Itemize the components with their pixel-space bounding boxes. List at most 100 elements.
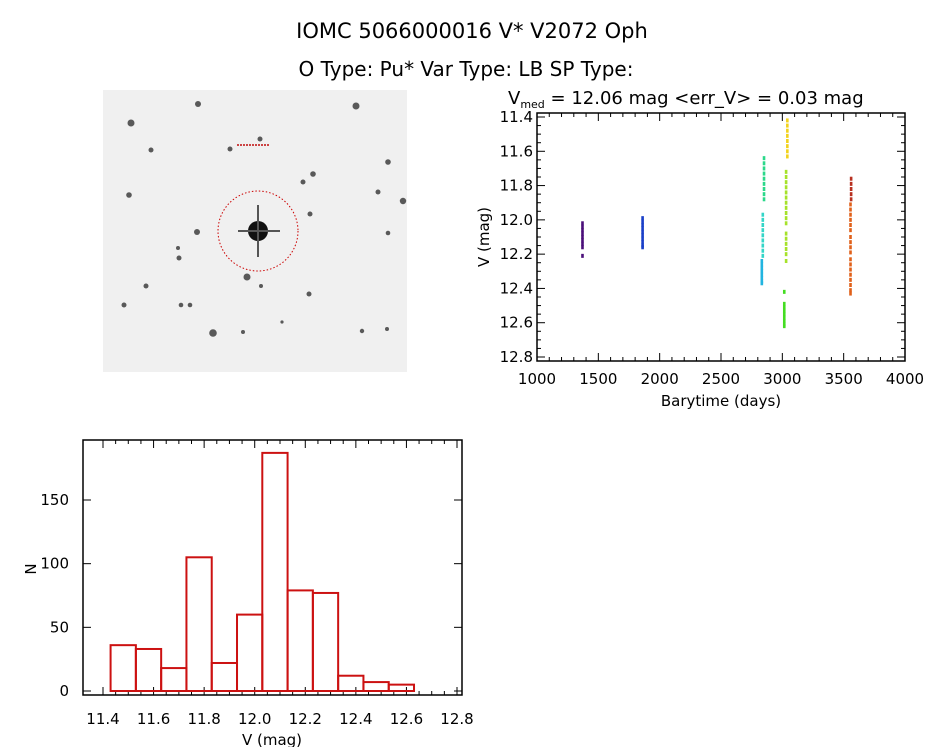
light-curve-ylabel: V (mag) <box>475 207 493 267</box>
x-tick-label: 2500 <box>702 370 740 388</box>
star <box>127 119 135 127</box>
data-point <box>849 207 852 212</box>
aperture-circle <box>217 190 299 272</box>
star <box>280 320 284 324</box>
y-tick-label: 12.0 <box>500 211 533 229</box>
data-point <box>761 243 765 248</box>
data-point <box>786 139 789 143</box>
data-point <box>581 245 584 250</box>
y-tick-label: 150 <box>40 491 69 509</box>
data-point <box>761 238 765 243</box>
histogram-bar <box>134 647 163 692</box>
histogram-ylabel: N <box>22 563 40 574</box>
data-point <box>849 235 852 239</box>
data-point <box>761 228 765 233</box>
x-tick-label: 3000 <box>763 370 801 388</box>
data-point <box>761 253 765 258</box>
star <box>385 159 391 165</box>
x-tick-label: 1000 <box>518 370 556 388</box>
data-point <box>581 253 584 258</box>
data-point <box>784 195 788 200</box>
data-point <box>641 216 644 221</box>
data-point <box>760 262 764 267</box>
data-point <box>784 175 788 179</box>
y-tick-label: 100 <box>40 555 69 573</box>
data-point <box>761 233 765 238</box>
data-point <box>784 216 788 221</box>
histogram-bar <box>362 681 390 693</box>
x-tick-label: 12.8 <box>440 710 473 728</box>
data-point <box>849 192 853 197</box>
star <box>241 330 245 334</box>
data-point <box>784 252 788 257</box>
star <box>359 328 365 334</box>
data-point <box>849 262 852 267</box>
data-point <box>761 212 765 217</box>
y-tick-label: 11.6 <box>500 142 533 160</box>
data-point <box>786 154 789 159</box>
data-point <box>760 259 764 263</box>
star <box>209 329 217 337</box>
star <box>399 197 407 205</box>
data-point <box>641 233 644 238</box>
data-point <box>849 245 852 250</box>
star <box>352 102 360 110</box>
data-point <box>581 235 584 239</box>
star <box>121 302 127 308</box>
data-point <box>849 197 853 202</box>
data-point <box>786 144 789 149</box>
data-point <box>849 223 852 227</box>
data-point <box>581 231 584 236</box>
star <box>310 171 316 177</box>
data-point <box>849 257 852 262</box>
data-point <box>784 200 788 205</box>
y-tick-label: 12.4 <box>500 279 533 297</box>
data-point <box>641 245 644 250</box>
histogram-xlabel: V (mag) <box>242 731 302 747</box>
data-point <box>760 272 764 277</box>
data-point <box>581 224 584 229</box>
data-point <box>784 185 788 190</box>
x-tick-label: 2000 <box>641 370 679 388</box>
data-point <box>782 305 786 310</box>
star <box>306 291 312 297</box>
star <box>126 192 132 198</box>
data-point <box>762 197 766 202</box>
y-tick-label: 12.8 <box>500 348 533 366</box>
star <box>178 302 184 308</box>
histogram-bar <box>337 674 365 692</box>
data-point <box>762 166 766 171</box>
data-point <box>760 269 764 274</box>
light-curve-xlabel: Barytime (days) <box>661 392 781 410</box>
data-point <box>762 181 766 186</box>
light-curve-plot: Vmed = 12.06 mag <err_V> = 0.03 mag Bary… <box>475 88 924 410</box>
star <box>227 146 233 152</box>
data-point <box>784 190 788 195</box>
y-tick-label: 50 <box>50 618 69 636</box>
star <box>187 302 193 308</box>
plot-frame <box>82 439 463 696</box>
data-point <box>849 291 852 296</box>
data-point <box>849 228 852 233</box>
data-point <box>784 231 788 236</box>
y-tick-label: 12.6 <box>500 314 533 332</box>
data-point <box>784 247 788 251</box>
data-point <box>581 238 584 243</box>
data-point <box>762 161 766 166</box>
histogram-plot: V (mag) N 11.4 11.6 11.8 12.0 12.2 12.4 12.6 12… <box>22 439 474 747</box>
data-point <box>786 118 789 123</box>
histogram-bar <box>109 644 137 692</box>
data-point <box>786 149 789 154</box>
data-point <box>581 221 584 226</box>
data-point <box>784 169 788 174</box>
data-point <box>761 248 765 253</box>
data-point <box>760 265 764 270</box>
data-point <box>784 241 788 246</box>
star <box>243 273 251 281</box>
star <box>300 179 306 185</box>
data-point <box>784 211 788 215</box>
star <box>148 147 154 153</box>
data-point <box>849 240 852 245</box>
